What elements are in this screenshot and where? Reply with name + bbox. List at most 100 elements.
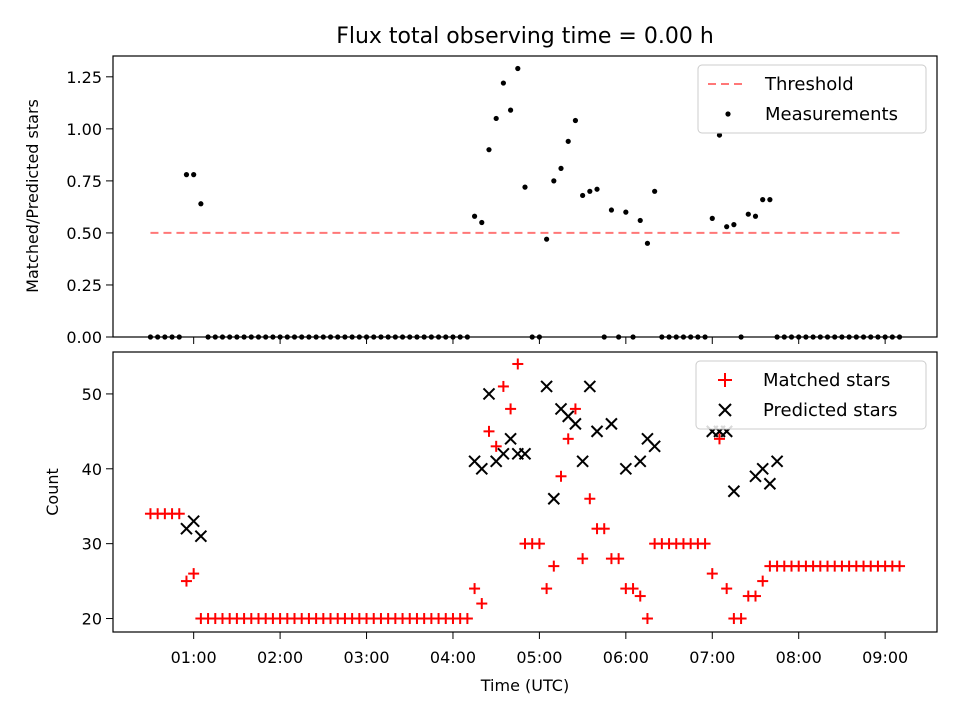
bottom-x-tick-label: 04:00 xyxy=(430,648,476,667)
measurement-point xyxy=(176,334,182,340)
measurement-point xyxy=(205,334,211,340)
measurement-point xyxy=(515,65,521,72)
x-axis-label: Time (UTC) xyxy=(480,676,569,695)
top-y-tick-label: 0.00 xyxy=(66,328,102,347)
top-y-ticks: 0.00 0.25 0.50 0.75 1.00 1.25 xyxy=(66,68,113,347)
matched-stars-point xyxy=(548,560,560,572)
matched-stars-point xyxy=(188,568,200,580)
matched-stars-point xyxy=(613,553,625,565)
predicted-stars-point xyxy=(540,380,553,393)
measurement-point xyxy=(162,334,168,340)
bottom-legend: Matched stars Predicted stars xyxy=(695,360,927,430)
measurement-point xyxy=(796,334,802,340)
measurement-point xyxy=(428,334,434,340)
measurement-point xyxy=(407,334,413,340)
matched-stars-point xyxy=(598,523,610,535)
top-plot-frame xyxy=(112,55,938,338)
measurement-point xyxy=(716,132,723,138)
matched-stars-point xyxy=(584,493,596,505)
bottom-x-tick-label: 09:00 xyxy=(862,648,908,667)
bottom-x-tick-label: 08:00 xyxy=(776,648,822,667)
measurement-point xyxy=(507,107,514,113)
measurement-point xyxy=(471,213,478,219)
matched-stars-point xyxy=(894,560,906,572)
measurement-point xyxy=(313,334,319,340)
measurement-point xyxy=(227,334,233,340)
measurement-point xyxy=(745,211,751,217)
measurement-point xyxy=(169,334,175,340)
measurement-point xyxy=(291,334,298,340)
measurement-point xyxy=(551,178,557,184)
predicted-legend-swatch xyxy=(718,403,732,417)
measurement-point xyxy=(349,334,355,340)
matched-stars-point xyxy=(634,590,646,602)
measurement-point xyxy=(630,334,636,340)
measurement-point xyxy=(580,192,586,199)
measurements-legend-swatch xyxy=(725,111,731,117)
measurement-point xyxy=(832,334,838,340)
measurement-point xyxy=(680,334,687,340)
bottom-legend-box xyxy=(695,360,927,430)
matched-stars-point xyxy=(749,590,761,602)
predicted-stars-point xyxy=(619,462,633,475)
measurement-point xyxy=(306,334,312,340)
measurement-point xyxy=(659,334,665,340)
predicted-stars-point xyxy=(497,447,510,461)
measurements-legend-label: Measurements xyxy=(765,104,898,125)
matched-stars-point xyxy=(497,380,509,392)
top-y-tick-label: 1.00 xyxy=(66,120,102,139)
measurement-point xyxy=(774,334,780,340)
matched-stars-point xyxy=(569,403,581,415)
measurement-point xyxy=(198,201,204,207)
predicted-stars-point xyxy=(569,417,582,431)
bottom-x-ticks: 01:00 02:00 03:00 04:00 05:00 06:00 07:00 08:00… xyxy=(171,632,908,667)
matched-stars-point xyxy=(512,358,524,370)
measurement-point xyxy=(882,334,888,340)
measurement-point xyxy=(616,334,622,340)
matched-legend-label: Matched stars xyxy=(763,370,890,391)
measurement-point xyxy=(327,334,334,340)
bottom-y-tick-label: 20 xyxy=(82,610,102,629)
measurement-point xyxy=(363,334,370,340)
predicted-legend-label: Predicted stars xyxy=(763,400,897,421)
predicted-stars-point xyxy=(770,455,784,468)
bottom-x-tick-label: 03:00 xyxy=(343,648,389,667)
predicted-stars-point xyxy=(547,492,561,505)
measurement-point xyxy=(493,115,499,122)
top-y-tick-label: 0.75 xyxy=(66,172,102,191)
measurement-point xyxy=(644,240,651,246)
measurement-point xyxy=(342,334,348,340)
measurement-point xyxy=(839,334,845,340)
measurement-point xyxy=(392,334,398,340)
measurement-point xyxy=(443,334,449,340)
measurement-point xyxy=(896,334,903,340)
matched-stars-point xyxy=(469,583,481,595)
matched-stars-point xyxy=(627,583,639,595)
bottom-y-axis-label: Count xyxy=(43,468,62,516)
predicted-stars-point xyxy=(194,529,208,543)
predicted-stars-point xyxy=(482,387,496,401)
measurement-point xyxy=(738,334,744,340)
matched-stars-point xyxy=(757,575,769,587)
measurement-point xyxy=(263,334,269,340)
measurement-point xyxy=(594,186,600,192)
measurement-point xyxy=(846,334,852,340)
measurement-point xyxy=(356,334,362,340)
bottom-x-tick-label: 01:00 xyxy=(171,648,217,667)
measurement-point xyxy=(248,334,254,340)
top-series xyxy=(147,65,903,340)
predicted-stars-point xyxy=(605,417,618,431)
measurement-point xyxy=(824,334,831,340)
bottom-x-tick-label: 06:00 xyxy=(603,648,649,667)
measurement-point xyxy=(623,209,629,215)
top-y-axis-label: Matched/Predicted stars xyxy=(23,99,42,293)
measurement-point xyxy=(781,334,787,340)
top-panel: 0.00 0.25 0.50 0.75 1.00 1.25 Matched/Predict… xyxy=(23,55,938,347)
matched-stars-point xyxy=(483,425,495,437)
top-y-tick-label: 0.25 xyxy=(66,276,102,295)
measurement-point xyxy=(767,197,773,203)
bottom-series xyxy=(144,358,906,625)
predicted-stars-point xyxy=(583,380,597,393)
top-legend: Threshold Measurements xyxy=(697,64,927,134)
